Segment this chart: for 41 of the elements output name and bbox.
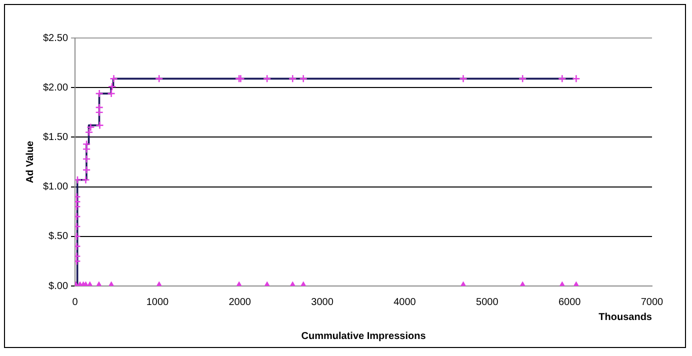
point [95, 108, 104, 117]
point [82, 176, 90, 184]
y-tick-label: $1.00 [42, 182, 68, 193]
point [82, 144, 91, 154]
point [459, 74, 468, 83]
x-tick-label: 2000 [228, 296, 252, 308]
y-tick-label: $.50 [48, 231, 68, 242]
y-tick-label: $2.00 [42, 82, 68, 94]
x-tick-label: 1000 [146, 296, 170, 308]
point [84, 128, 94, 136]
point [82, 140, 91, 148]
point [288, 74, 297, 83]
point [110, 74, 118, 83]
point [75, 176, 82, 184]
point [108, 82, 116, 91]
point [558, 74, 566, 83]
point [299, 74, 308, 83]
point [572, 74, 580, 83]
point [95, 103, 104, 112]
x-axis-title: Cummulative Impressions [301, 330, 426, 342]
x-tick-label: 3000 [311, 296, 334, 308]
point [86, 123, 95, 132]
point [154, 74, 164, 83]
y-tick-label: $1.50 [42, 132, 68, 143]
point [95, 89, 104, 98]
point [234, 74, 244, 83]
text: Thousands [598, 312, 652, 323]
x-tick-label: 4000 [394, 296, 416, 308]
point [82, 166, 91, 174]
point [262, 74, 272, 83]
y-axis-title: Ad Value [24, 140, 36, 184]
point [518, 74, 527, 83]
point [107, 89, 116, 98]
x-tick-label: 0 [72, 296, 78, 308]
point [96, 121, 104, 130]
point [82, 154, 91, 164]
y-tick-label: $.00 [48, 280, 68, 292]
x-tick-label: 7000 [640, 296, 664, 308]
y-tick-label: $2.50 [42, 32, 68, 44]
x-tick-label: 5000 [476, 296, 499, 308]
x-tick-label: 6000 [558, 296, 582, 308]
